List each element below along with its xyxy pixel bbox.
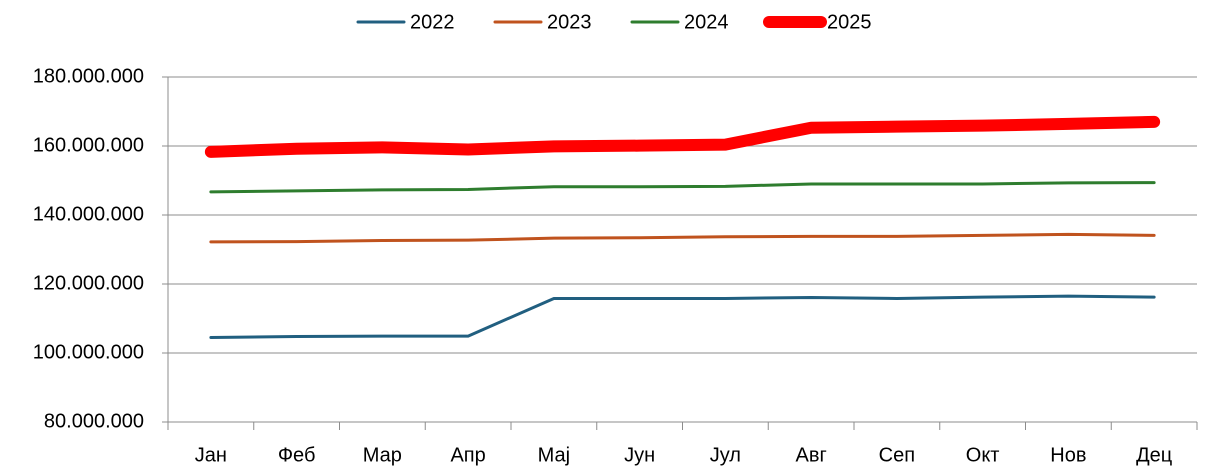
legend-label: 2025 [827,11,872,33]
x-tick-label: Сеп [879,444,915,466]
x-tick-label: Јул [710,444,741,466]
series-line [204,115,1161,158]
x-tick-label: Јан [195,444,227,466]
y-tick-label: 180.000.000 [33,65,144,87]
x-tick-label: Мај [538,444,570,466]
x-tick-label: Окт [966,444,1000,466]
x-tick-label: Дец [1136,444,1172,466]
y-tick-label: 100.000.000 [33,341,144,363]
x-tick-label: Феб [278,444,316,466]
series-line [209,232,1156,244]
legend-label: 2023 [547,11,592,33]
legend-label: 2022 [410,11,455,33]
y-tick-label: 120.000.000 [33,272,144,294]
y-tick-label: 140.000.000 [33,203,144,225]
y-tick-label: 80.000.000 [44,410,144,432]
x-tick-label: Мар [363,444,402,466]
legend-label: 2024 [684,11,729,33]
series-line [209,294,1156,339]
x-tick-label: Апр [450,444,485,466]
x-tick-label: Јун [624,444,655,466]
series-line [209,181,1156,194]
x-tick-label: Авг [795,444,826,466]
x-tick-label: Нов [1050,444,1086,466]
y-tick-label: 160.000.000 [33,134,144,156]
